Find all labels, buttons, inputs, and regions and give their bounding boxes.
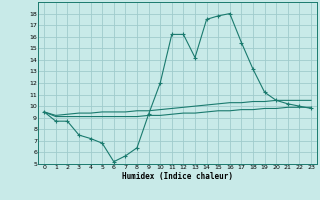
X-axis label: Humidex (Indice chaleur): Humidex (Indice chaleur) [122,172,233,181]
